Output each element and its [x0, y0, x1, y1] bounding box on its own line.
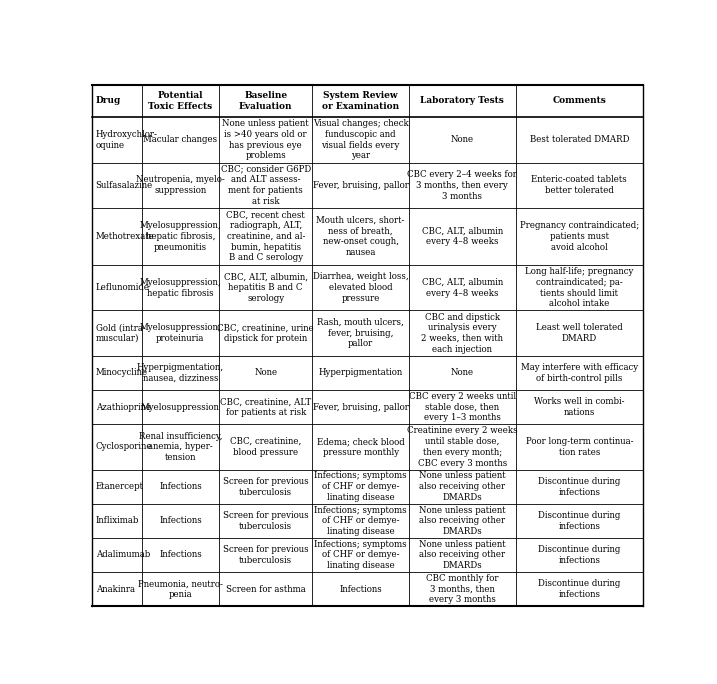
- Text: Drug: Drug: [95, 96, 120, 105]
- Text: CBC, ALT, albumin
every 4–8 weeks: CBC, ALT, albumin every 4–8 weeks: [422, 278, 503, 298]
- Text: Macular changes: Macular changes: [143, 135, 217, 144]
- Text: Least well tolerated
DMARD: Least well tolerated DMARD: [536, 324, 622, 343]
- Text: Gold (intra-
muscular): Gold (intra- muscular): [96, 324, 146, 343]
- Text: Adalimumab: Adalimumab: [96, 551, 150, 560]
- Text: Creatinine every 2 weeks
until stable dose,
then every month;
CBC every 3 months: Creatinine every 2 weeks until stable do…: [407, 426, 518, 468]
- Text: CBC monthly for
3 months, then
every 3 months: CBC monthly for 3 months, then every 3 m…: [426, 574, 498, 605]
- Text: None unless patient
also receiving other
DMARDs: None unless patient also receiving other…: [419, 540, 505, 570]
- Text: None unless patient
also receiving other
DMARDs: None unless patient also receiving other…: [419, 471, 505, 502]
- Text: Poor long-term continua-
tion rates: Poor long-term continua- tion rates: [526, 437, 633, 457]
- Text: Fever, bruising, pallor: Fever, bruising, pallor: [313, 181, 409, 189]
- Text: None: None: [451, 135, 474, 144]
- Text: CBC, recent chest
radiograph, ALT,
creatinine, and al-
bumin, hepatitis
B and C : CBC, recent chest radiograph, ALT, creat…: [227, 211, 305, 263]
- Text: CBC, creatinine, urine
dipstick for protein: CBC, creatinine, urine dipstick for prot…: [217, 324, 314, 343]
- Text: Etanercept: Etanercept: [96, 482, 143, 491]
- Text: None unless patient
is >40 years old or
has previous eye
problems: None unless patient is >40 years old or …: [222, 119, 309, 161]
- Text: CBC every 2–4 weeks for
3 months, then every
3 months: CBC every 2–4 weeks for 3 months, then e…: [407, 170, 517, 200]
- Text: Myelosuppression,
hepatic fibrosis: Myelosuppression, hepatic fibrosis: [140, 278, 222, 298]
- Text: None: None: [254, 369, 277, 378]
- Text: Infections; symptoms
of CHF or demye-
linating disease: Infections; symptoms of CHF or demye- li…: [314, 505, 407, 536]
- Text: CBC and dipstick
urinalysis every
2 weeks, then with
each injection: CBC and dipstick urinalysis every 2 week…: [422, 313, 503, 354]
- Text: Potential
Toxic Effects: Potential Toxic Effects: [148, 91, 212, 111]
- Text: Pneumonia, neutro-
penia: Pneumonia, neutro- penia: [138, 579, 223, 599]
- Text: CBC; consider G6PD
and ALT assess-
ment for patients
at risk: CBC; consider G6PD and ALT assess- ment …: [221, 165, 310, 206]
- Text: Screen for previous
tuberculosis: Screen for previous tuberculosis: [223, 511, 308, 531]
- Text: Hyperpigmentation,
nausea, dizziness: Hyperpigmentation, nausea, dizziness: [137, 363, 224, 383]
- Text: Infections; symptoms
of CHF or demye-
linating disease: Infections; symptoms of CHF or demye- li…: [314, 540, 407, 570]
- Text: CBC, ALT, albumin,
hepatitis B and C
serology: CBC, ALT, albumin, hepatitis B and C ser…: [224, 272, 308, 303]
- Text: Hyperpigmentation: Hyperpigmentation: [318, 369, 403, 378]
- Text: Enteric-coated tablets
better tolerated: Enteric-coated tablets better tolerated: [531, 175, 627, 195]
- Text: Anakinra: Anakinra: [96, 585, 135, 594]
- Text: Infliximab: Infliximab: [96, 516, 139, 525]
- Text: Long half-life; pregnancy
contraindicated; pa-
tients should limit
alcohol intak: Long half-life; pregnancy contraindicate…: [525, 267, 633, 308]
- Text: Edema; check blood
pressure monthly: Edema; check blood pressure monthly: [317, 437, 404, 457]
- Text: Myelosuppression,
hepatic fibrosis,
pneumonitis: Myelosuppression, hepatic fibrosis, pneu…: [140, 221, 222, 252]
- Text: Myelosuppression,
proteinuria: Myelosuppression, proteinuria: [140, 324, 222, 343]
- Text: Infections: Infections: [159, 482, 201, 491]
- Text: Neutropenia, myelo-
suppression: Neutropenia, myelo- suppression: [136, 175, 225, 195]
- Text: Pregnancy contraindicated;
patients must
avoid alcohol: Pregnancy contraindicated; patients must…: [520, 221, 639, 252]
- Text: Rash, mouth ulcers,
fever, bruising,
pallor: Rash, mouth ulcers, fever, bruising, pal…: [317, 318, 404, 348]
- Text: Best tolerated DMARD: Best tolerated DMARD: [530, 135, 629, 144]
- Text: Discontinue during
infections: Discontinue during infections: [538, 511, 620, 531]
- Text: Infections; symptoms
of CHF or demye-
linating disease: Infections; symptoms of CHF or demye- li…: [314, 471, 407, 502]
- Text: Screen for previous
tuberculosis: Screen for previous tuberculosis: [223, 477, 308, 497]
- Text: Infections: Infections: [159, 551, 201, 560]
- Text: Visual changes; check
funduscopic and
visual fields every
year: Visual changes; check funduscopic and vi…: [313, 119, 409, 161]
- Text: Azathioprine: Azathioprine: [96, 403, 151, 412]
- Text: Cyclosporine: Cyclosporine: [96, 443, 152, 451]
- Text: Infections: Infections: [159, 516, 201, 525]
- Text: Renal insufficiency,
anemia, hyper-
tension: Renal insufficiency, anemia, hyper- tens…: [138, 432, 222, 462]
- Text: Laboratory Tests: Laboratory Tests: [420, 96, 504, 105]
- Text: Screen for previous
tuberculosis: Screen for previous tuberculosis: [223, 545, 308, 565]
- Text: CBC, creatinine, ALT
for patients at risk: CBC, creatinine, ALT for patients at ris…: [220, 397, 311, 417]
- Text: Fever, bruising, pallor: Fever, bruising, pallor: [313, 403, 409, 412]
- Text: Infections: Infections: [339, 585, 382, 594]
- Text: Works well in combi-
nations: Works well in combi- nations: [534, 397, 625, 417]
- Text: Hydroxychlor-
oquine: Hydroxychlor- oquine: [96, 130, 158, 150]
- Text: None: None: [451, 369, 474, 378]
- Text: Screen for asthma: Screen for asthma: [226, 585, 305, 594]
- Text: None unless patient
also receiving other
DMARDs: None unless patient also receiving other…: [419, 505, 505, 536]
- Text: Methotrexate: Methotrexate: [96, 232, 154, 241]
- Text: Discontinue during
infections: Discontinue during infections: [538, 477, 620, 497]
- Text: Myelosuppression: Myelosuppression: [141, 403, 220, 412]
- Text: Diarrhea, weight loss,
elevated blood
pressure: Diarrhea, weight loss, elevated blood pr…: [313, 272, 409, 303]
- Text: May interfere with efficacy
of birth-control pills: May interfere with efficacy of birth-con…: [521, 363, 638, 383]
- Text: Discontinue during
infections: Discontinue during infections: [538, 545, 620, 565]
- Text: Baseline
Evaluation: Baseline Evaluation: [239, 91, 293, 111]
- Text: System Review
or Examination: System Review or Examination: [322, 91, 399, 111]
- Text: Discontinue during
infections: Discontinue during infections: [538, 579, 620, 599]
- Text: Leflunomide: Leflunomide: [96, 283, 150, 292]
- Text: Mouth ulcers, short-
ness of breath,
new-onset cough,
nausea: Mouth ulcers, short- ness of breath, new…: [316, 216, 405, 257]
- Text: Sulfasalazine: Sulfasalazine: [96, 181, 153, 189]
- Text: Comments: Comments: [552, 96, 606, 105]
- Text: Minocycline: Minocycline: [96, 369, 148, 378]
- Text: CBC every 2 weeks until
stable dose, then
every 1–3 months: CBC every 2 weeks until stable dose, the…: [409, 392, 516, 422]
- Text: CBC, creatinine,
blood pressure: CBC, creatinine, blood pressure: [230, 437, 301, 457]
- Text: CBC, ALT, albumin
every 4–8 weeks: CBC, ALT, albumin every 4–8 weeks: [422, 226, 503, 246]
